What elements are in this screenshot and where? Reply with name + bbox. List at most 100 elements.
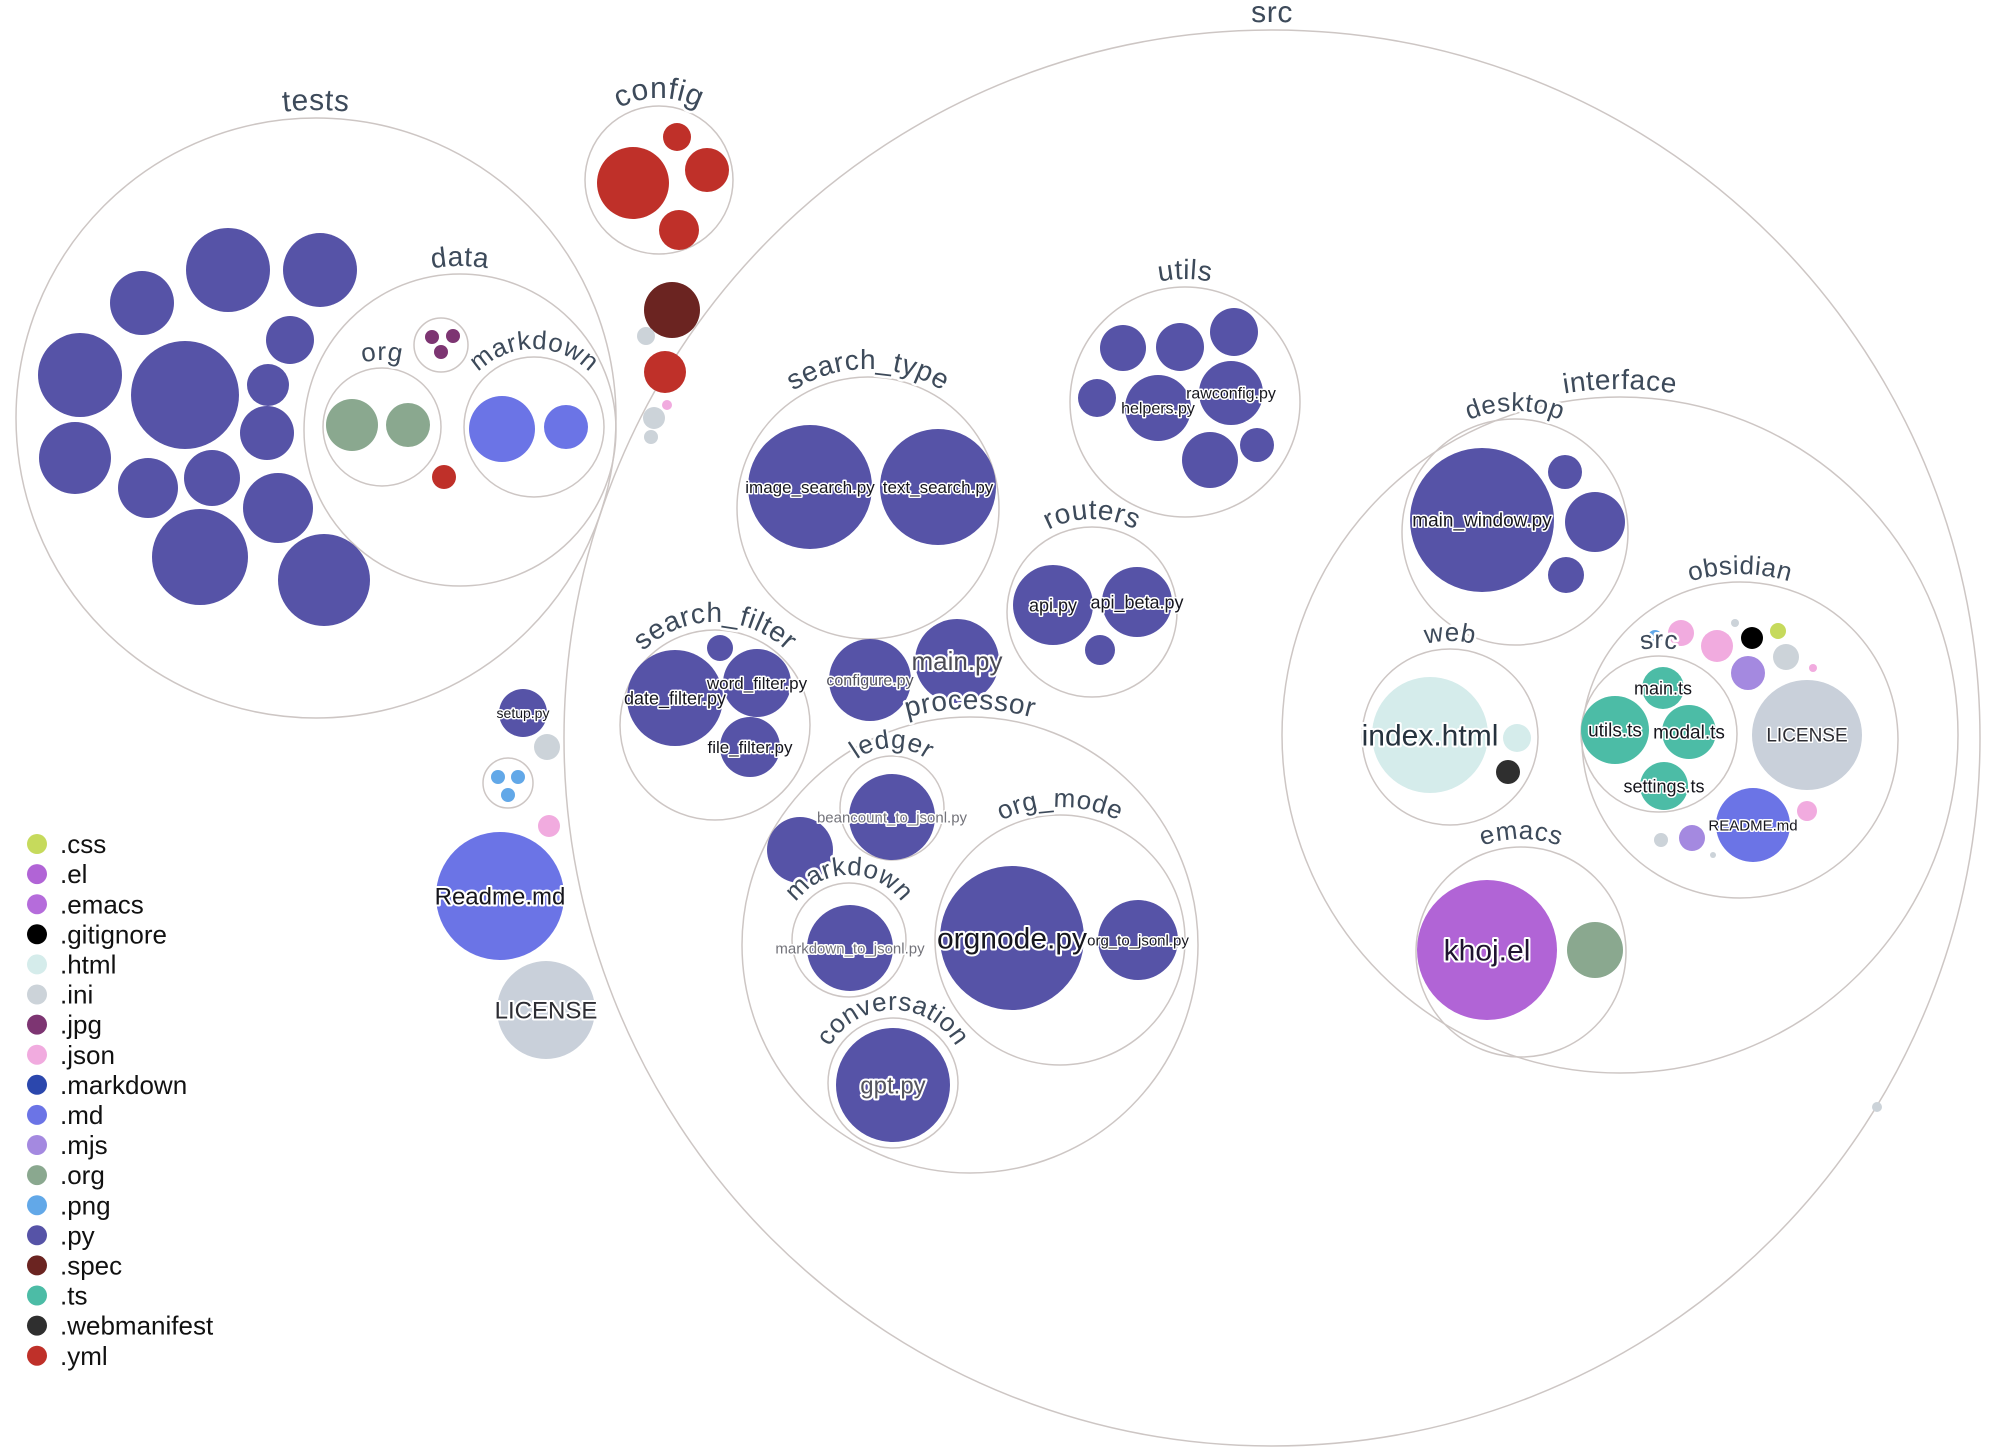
file-circle-py-8[interactable] [39, 422, 111, 494]
file-circle-py-7[interactable] [240, 406, 294, 460]
file-circle-py-48[interactable] [1078, 379, 1116, 417]
file-circle-ini-33[interactable] [534, 734, 560, 760]
file-circle-py-5[interactable] [266, 316, 314, 364]
file-circle-md-19[interactable] [469, 396, 535, 462]
file-circle-gitignore-83[interactable] [1741, 627, 1763, 649]
file-circle-khoj-el-73[interactable] [1417, 880, 1557, 1020]
file-circle-ini-30[interactable] [643, 407, 665, 429]
file-circle-py-59[interactable] [707, 635, 733, 661]
dir-circle-org-4[interactable] [322, 367, 442, 487]
file-circle-png-35[interactable] [511, 770, 525, 784]
file-circle-file-filter-py-58[interactable] [720, 717, 780, 777]
file-circle-helpers-py-49[interactable] [1125, 375, 1191, 441]
file-circle-png-36[interactable] [501, 788, 515, 802]
dir-circle-config-1[interactable] [584, 105, 734, 255]
file-circle-py-51[interactable] [1182, 432, 1238, 488]
dir-circle-desktop-18[interactable] [1401, 418, 1629, 646]
dir-circle-processor-12[interactable] [741, 716, 1199, 1174]
file-circle-license-88[interactable] [1752, 680, 1862, 790]
file-circle-py-3[interactable] [38, 333, 122, 417]
file-circle-utils-ts-76[interactable] [1581, 696, 1649, 764]
file-circle-markdown-to-jsonl-py-62[interactable] [807, 905, 893, 991]
file-circle-py-4[interactable] [131, 341, 239, 449]
file-circle-css-84[interactable] [1770, 623, 1786, 639]
file-circle-word-filter-py-57[interactable] [723, 649, 791, 717]
file-circle-settings-ts-78[interactable] [1640, 762, 1688, 810]
file-circle-py-55[interactable] [1085, 635, 1115, 665]
dir-circle-search-filter-11[interactable] [619, 629, 811, 821]
dir-circle-src-7[interactable] [563, 29, 1981, 1447]
dir-circle-web-19[interactable] [1361, 648, 1539, 826]
file-circle-jpg-15[interactable] [446, 329, 460, 343]
dir-circle-interface-17[interactable] [1281, 396, 1959, 1074]
file-circle-jpg-14[interactable] [425, 330, 439, 344]
file-circle-yml-21[interactable] [432, 465, 456, 489]
file-circle-main-py-41[interactable] [915, 619, 999, 703]
dir-circle-markdown-5[interactable] [463, 356, 605, 498]
file-circle-py-1[interactable] [283, 233, 357, 307]
dir-circle-folder-3[interactable] [413, 317, 469, 373]
dir-circle-utils-9[interactable] [1069, 286, 1301, 518]
file-circle-py-68[interactable] [1565, 492, 1625, 552]
file-circle-py-12[interactable] [152, 509, 248, 605]
file-circle-org-17[interactable] [326, 399, 378, 451]
file-circle-ini-82[interactable] [1731, 619, 1739, 627]
file-circle-json-37[interactable] [538, 815, 560, 837]
file-circle-index-html-70[interactable] [1372, 677, 1488, 793]
file-circle-jpg-16[interactable] [434, 345, 448, 359]
file-circle-rawconfig-py-50[interactable] [1199, 361, 1263, 425]
file-circle-json-80[interactable] [1668, 620, 1694, 646]
file-circle-ini-31[interactable] [644, 430, 658, 444]
file-circle-license-39[interactable] [497, 961, 595, 1059]
file-circle-json-90[interactable] [1797, 801, 1817, 821]
file-circle-py-11[interactable] [243, 473, 313, 543]
file-circle-md-20[interactable] [544, 405, 588, 449]
file-circle-py-2[interactable] [110, 271, 174, 335]
dir-circle-markdown-14[interactable] [791, 882, 907, 998]
file-circle-image-search-py-43[interactable] [748, 425, 872, 549]
file-circle-yml-28[interactable] [644, 351, 686, 393]
dir-circle-data-2[interactable] [303, 273, 617, 587]
file-circle-org-18[interactable] [386, 403, 430, 447]
file-circle-py-0[interactable] [186, 228, 270, 312]
dir-circle-folder-6[interactable] [482, 757, 534, 809]
dir-circle-emacs-22[interactable] [1415, 846, 1627, 1058]
file-circle-org-74[interactable] [1567, 922, 1623, 978]
file-circle-py-47[interactable] [1210, 308, 1258, 356]
file-circle-text-search-py-44[interactable] [880, 429, 996, 545]
file-circle-json-29[interactable] [662, 400, 672, 410]
file-circle-spec-26[interactable] [644, 282, 700, 338]
file-circle-gpt-py-65[interactable] [836, 1028, 950, 1142]
file-circle-org-to-jsonl-py-64[interactable] [1098, 900, 1178, 980]
file-circle-ini-92[interactable] [1654, 833, 1668, 847]
dir-circle-conversation-16[interactable] [827, 1017, 959, 1149]
file-circle-py-10[interactable] [184, 450, 240, 506]
file-circle-py-9[interactable] [118, 458, 178, 518]
file-circle-mjs-91[interactable] [1679, 825, 1705, 851]
file-circle-ini-85[interactable] [1773, 644, 1799, 670]
file-circle-main-ts-75[interactable] [1642, 667, 1684, 709]
dir-circle-search-type-8[interactable] [736, 376, 1000, 640]
file-circle-json-81[interactable] [1701, 630, 1733, 662]
file-circle-py-45[interactable] [1100, 325, 1146, 371]
file-circle-ini-27[interactable] [637, 327, 655, 345]
file-circle-readme-md-38[interactable] [436, 832, 564, 960]
file-circle-orgnode-py-63[interactable] [940, 866, 1084, 1010]
file-circle-py-69[interactable] [1548, 557, 1584, 593]
file-circle-py-67[interactable] [1548, 455, 1582, 489]
file-circle-main-window-py-66[interactable] [1410, 448, 1554, 592]
file-circle-json-86[interactable] [1809, 664, 1817, 672]
file-circle-modal-ts-77[interactable] [1662, 705, 1716, 759]
file-circle-py-52[interactable] [1240, 428, 1274, 462]
file-circle-ini-40[interactable] [1872, 1102, 1882, 1112]
file-circle-ini-93[interactable] [1710, 852, 1716, 858]
dir-circle-routers-10[interactable] [1006, 526, 1178, 698]
dir-circle-obsidian-20[interactable] [1581, 581, 1899, 899]
file-circle-html-71[interactable] [1503, 724, 1531, 752]
file-circle-beancount-to-jsonl-py-61[interactable] [849, 774, 935, 860]
file-circle-png-79[interactable] [1648, 630, 1662, 644]
file-circle-date-filter-py-56[interactable] [627, 650, 723, 746]
file-circle-yml-25[interactable] [659, 210, 699, 250]
file-circle-py-46[interactable] [1156, 323, 1204, 371]
file-circle-webmanifest-72[interactable] [1496, 760, 1520, 784]
